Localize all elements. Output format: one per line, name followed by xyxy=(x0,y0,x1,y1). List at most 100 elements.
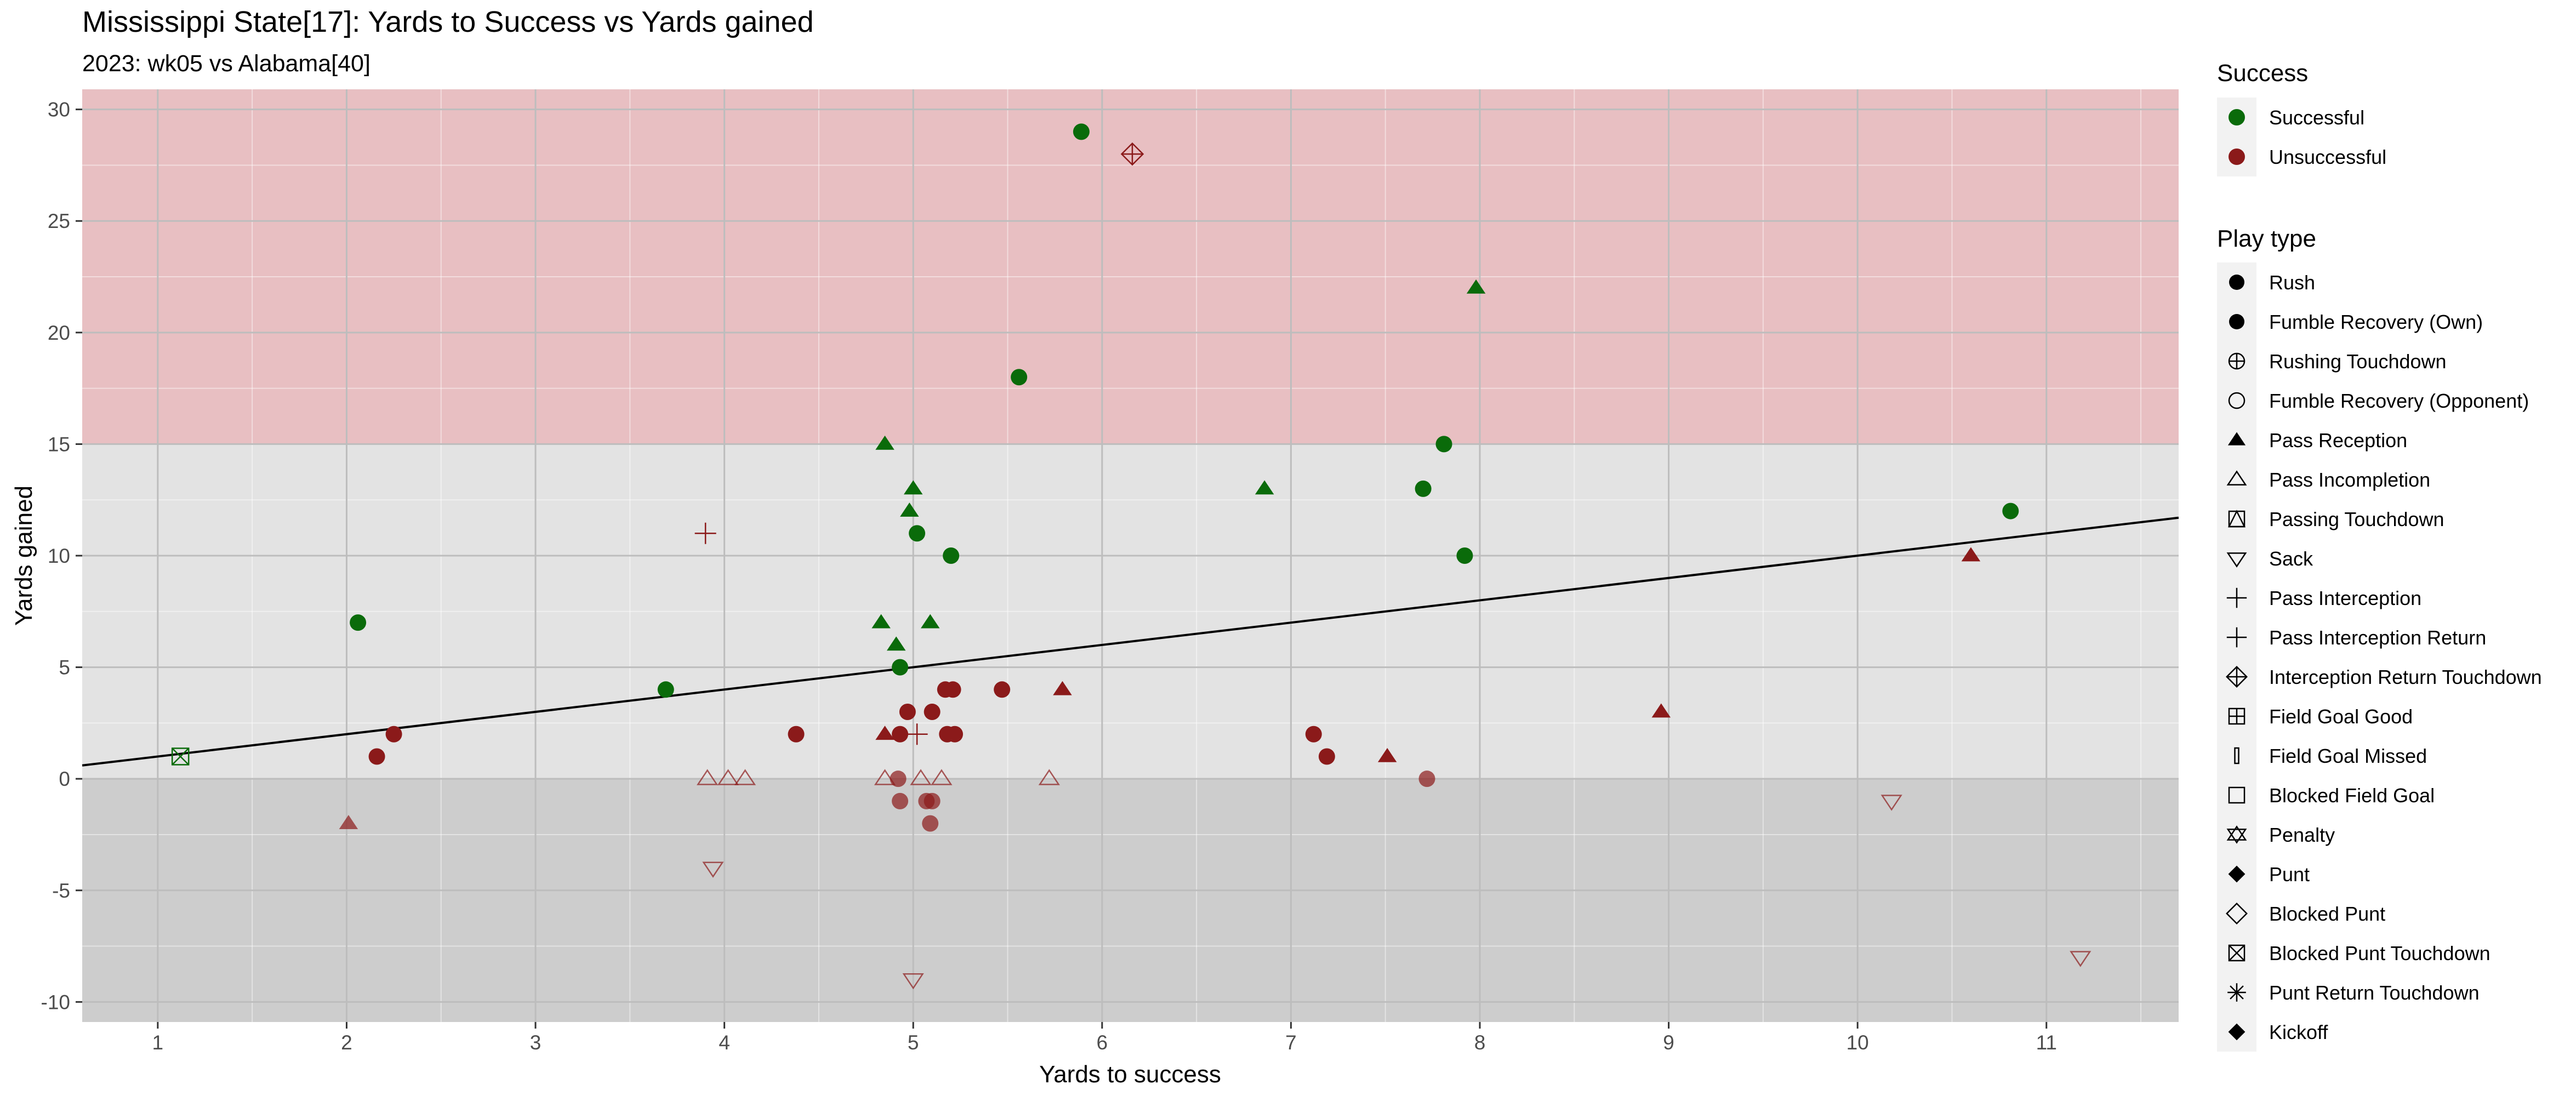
legend-play-type-label: Field Goal Good xyxy=(2269,705,2413,728)
legend-play-type-item: Blocked Punt Touchdown xyxy=(2217,933,2490,973)
legend-key-circle xyxy=(2229,109,2245,125)
plot-grid xyxy=(82,89,2179,1022)
legend-play-type-item: Field Goal Good xyxy=(2217,697,2413,736)
y-tick-label: -5 xyxy=(52,880,70,902)
legend-play-type-label: Fumble Recovery (Opponent) xyxy=(2269,390,2529,412)
data-point xyxy=(892,792,909,809)
legend-shape-icon xyxy=(2228,392,2246,409)
data-point xyxy=(874,769,896,785)
data-point xyxy=(875,726,894,740)
plot-points xyxy=(171,123,2091,990)
y-tick-label: 5 xyxy=(59,657,70,679)
legend-play-type-label: Field Goal Missed xyxy=(2269,745,2427,767)
legend-shape-icon xyxy=(2228,352,2246,370)
legend-shape-icon xyxy=(2226,627,2247,648)
data-point xyxy=(717,769,739,785)
legend-shape-icon xyxy=(2228,1023,2246,1041)
legend-play-type-label: Sack xyxy=(2269,547,2313,570)
legend-key-bg xyxy=(2217,894,2256,933)
data-point xyxy=(1466,279,1486,294)
data-point xyxy=(1418,770,1435,787)
legend-success-item: Unsuccessful xyxy=(2217,137,2386,176)
legend-play-type-item: Pass Reception xyxy=(2217,420,2407,460)
y-tick-label: 20 xyxy=(48,322,70,344)
data-point xyxy=(385,726,402,743)
legend-play-type: Play type Rush Fumble Recovery (Own) Rushin… xyxy=(2217,225,2542,1052)
y-tick-label: 15 xyxy=(48,433,70,455)
legend-play-type-item: Interception Return Touchdown xyxy=(2217,657,2542,697)
data-point xyxy=(1255,480,1274,495)
legend-play-type-label: Penalty xyxy=(2269,824,2335,846)
legend-play-type-item: Blocked Field Goal xyxy=(2217,775,2435,815)
data-point xyxy=(922,815,939,832)
legend-play-type-item: Passing Touchdown xyxy=(2217,499,2444,539)
legend-play-type-label: Punt Return Touchdown xyxy=(2269,981,2480,1004)
data-point xyxy=(350,614,367,631)
legend-play-type-label: Pass Interception xyxy=(2269,587,2421,609)
x-axis-ticks: 1 2 3 4 5 6 7 8 9 10 11 xyxy=(152,1022,2057,1054)
legend-shape-icon xyxy=(2228,707,2246,725)
y-tick-label: 25 xyxy=(48,210,70,232)
data-point xyxy=(697,769,719,785)
legend-shape-icon xyxy=(2227,510,2246,528)
legend-success-label: Successful xyxy=(2269,106,2364,129)
data-point xyxy=(1456,547,1473,564)
data-point xyxy=(890,770,907,787)
x-tick-label: 1 xyxy=(152,1031,164,1054)
data-point xyxy=(171,747,190,766)
data-point xyxy=(924,704,941,721)
legend-play-type-item: Kickoff xyxy=(2217,1012,2328,1052)
legend-key-bg xyxy=(2217,381,2256,420)
legend-play-type-label: Rushing Touchdown xyxy=(2269,350,2447,373)
data-point xyxy=(1435,436,1452,453)
x-tick-label: 11 xyxy=(2036,1031,2057,1054)
legend-success-item: Successful xyxy=(2217,98,2364,137)
data-point xyxy=(339,815,358,829)
legend-play-type-item: Blocked Punt xyxy=(2217,894,2385,933)
legend-play-type-item: Sack xyxy=(2217,539,2313,578)
data-point xyxy=(1305,726,1322,743)
data-point xyxy=(2070,951,2091,967)
x-tick-label: 9 xyxy=(1663,1031,1674,1054)
legend-shape-icon xyxy=(2226,666,2248,688)
data-point xyxy=(900,503,919,517)
data-point xyxy=(702,861,724,878)
legend-shape-icon xyxy=(2226,903,2248,924)
x-tick-label: 6 xyxy=(1097,1031,1108,1054)
legend-play-type-label: Pass Interception Return xyxy=(2269,626,2486,649)
data-point xyxy=(1880,795,1902,811)
x-tick-label: 7 xyxy=(1285,1031,1297,1054)
legend-play-type-label: Fumble Recovery (Own) xyxy=(2269,311,2483,333)
y-axis-label: Yards gained xyxy=(10,486,37,626)
data-point xyxy=(892,726,909,743)
plot-band-0 xyxy=(82,89,2179,444)
legend-key-bg xyxy=(2217,736,2256,775)
data-point xyxy=(657,681,674,698)
data-point xyxy=(694,522,716,544)
chart-subtitle: 2023: wk05 vs Alabama[40] xyxy=(82,50,371,77)
legend-shape-icon xyxy=(2226,470,2247,486)
data-point xyxy=(902,973,924,990)
plot-band-2 xyxy=(82,779,2179,1022)
legend-play-type-label: Kickoff xyxy=(2269,1021,2328,1043)
data-point xyxy=(899,704,916,721)
y-tick-label: -10 xyxy=(41,991,70,1013)
legend-key-bg xyxy=(2217,815,2256,854)
legend-shape-icon xyxy=(2227,432,2246,446)
legend-play-type-label: Passing Touchdown xyxy=(2269,508,2444,530)
legend-play-type-label: Blocked Punt xyxy=(2269,903,2385,925)
legend-shape-icon xyxy=(2228,865,2246,883)
legend-shape-icon xyxy=(2227,983,2246,1002)
legend-key-circle xyxy=(2229,149,2245,165)
x-tick-label: 8 xyxy=(1474,1031,1486,1054)
legend-shape-icon xyxy=(2234,747,2239,764)
x-tick-label: 3 xyxy=(530,1031,542,1054)
legend-key-bg xyxy=(2217,499,2256,539)
data-point xyxy=(886,636,906,651)
x-tick-label: 10 xyxy=(1846,1031,1869,1054)
x-tick-label: 5 xyxy=(908,1031,919,1054)
legend-play-type-label: Rush xyxy=(2269,271,2315,294)
data-point xyxy=(892,659,909,676)
x-tick-label: 2 xyxy=(341,1031,352,1054)
legend-shape-icon xyxy=(2228,944,2246,962)
